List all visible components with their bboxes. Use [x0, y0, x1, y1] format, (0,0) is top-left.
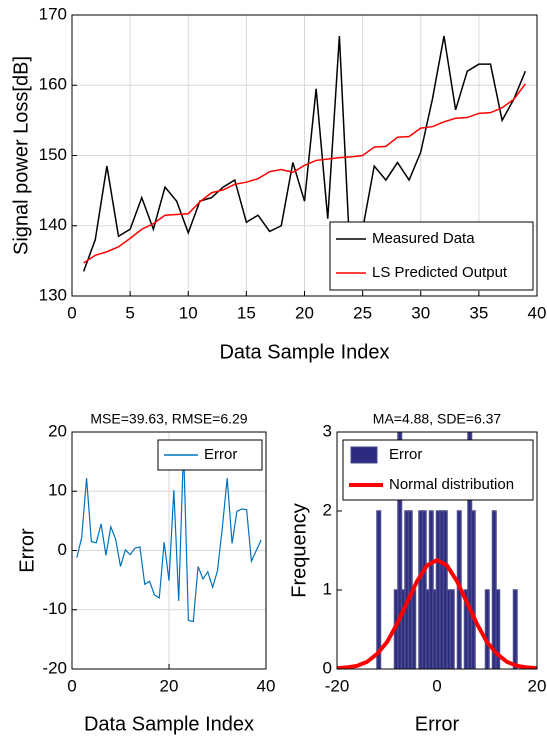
- x-tick-label: 20: [160, 676, 179, 695]
- y-tick-label: 10: [48, 481, 67, 500]
- legend-swatch: [350, 446, 378, 464]
- hist-bar: [411, 589, 417, 669]
- legend-label: Error: [204, 446, 237, 463]
- x-tick-label: 15: [237, 303, 256, 322]
- legend-label: Measured Data: [372, 230, 475, 247]
- axes-box: [71, 14, 538, 297]
- x-tick-label: 10: [179, 303, 198, 322]
- y-axis-label: Signal power Loss[dB]: [10, 56, 32, 255]
- x-tick-label: 20: [295, 303, 314, 322]
- chart-title: MA=4.88, SDE=6.37: [373, 411, 502, 427]
- chart-title: MSE=39.63, RMSE=6.29: [90, 411, 247, 427]
- axes-box: [71, 431, 267, 670]
- normal-curve: [337, 557, 537, 669]
- x-tick-label: 25: [353, 303, 372, 322]
- plot-clip: [82, 35, 527, 276]
- hist-bar: [397, 432, 403, 669]
- data-line: [83, 83, 526, 264]
- y-tick-label: 20: [48, 421, 67, 440]
- hist-bar: [470, 510, 476, 669]
- y-axis-label: Error: [16, 528, 38, 573]
- x-tick-label: 40: [528, 303, 547, 322]
- x-axis-label: Error: [415, 713, 460, 735]
- data-line: [82, 35, 527, 276]
- legend-label: LS Predicted Output: [372, 264, 508, 281]
- x-tick-label: -20: [325, 676, 350, 695]
- data-line: [76, 447, 262, 623]
- y-tick-label: 3: [323, 421, 332, 440]
- x-tick-label: 5: [125, 303, 134, 322]
- hist-bar: [495, 589, 501, 669]
- x-axis-label: Data Sample Index: [84, 713, 254, 735]
- x-tick-label: 0: [67, 676, 76, 695]
- plot-clip: [76, 447, 262, 623]
- y-tick-label: 0: [323, 658, 332, 677]
- y-tick-label: -20: [42, 658, 67, 677]
- y-tick-label: 150: [39, 145, 67, 164]
- y-tick-label: 160: [39, 75, 67, 94]
- x-tick-label: 0: [432, 676, 441, 695]
- x-tick-label: 40: [257, 676, 276, 695]
- x-tick-label: 35: [469, 303, 488, 322]
- y-axis-label: Frequency: [288, 503, 310, 598]
- y-tick-label: -10: [42, 599, 67, 618]
- y-tick-label: 140: [39, 215, 67, 234]
- hist-bar: [376, 510, 382, 669]
- axes-box: [336, 431, 538, 670]
- legend-label: Normal distribution: [389, 476, 514, 493]
- hist-bar: [484, 589, 490, 669]
- y-tick-label: 170: [39, 4, 67, 23]
- x-tick-label: 0: [67, 303, 76, 322]
- legend-box: [329, 221, 534, 291]
- x-tick-label: 20: [528, 676, 547, 695]
- y-tick-label: 130: [39, 285, 67, 304]
- plot-clip: [337, 432, 537, 669]
- x-axis-label: Data Sample Index: [219, 341, 389, 363]
- y-tick-label: 2: [323, 500, 332, 519]
- hist-bar: [512, 589, 518, 669]
- y-tick-label: 1: [323, 579, 332, 598]
- y-tick-label: 0: [58, 540, 67, 559]
- hist-bar: [449, 589, 455, 669]
- legend-label: Error: [389, 446, 422, 463]
- x-tick-label: 30: [411, 303, 430, 322]
